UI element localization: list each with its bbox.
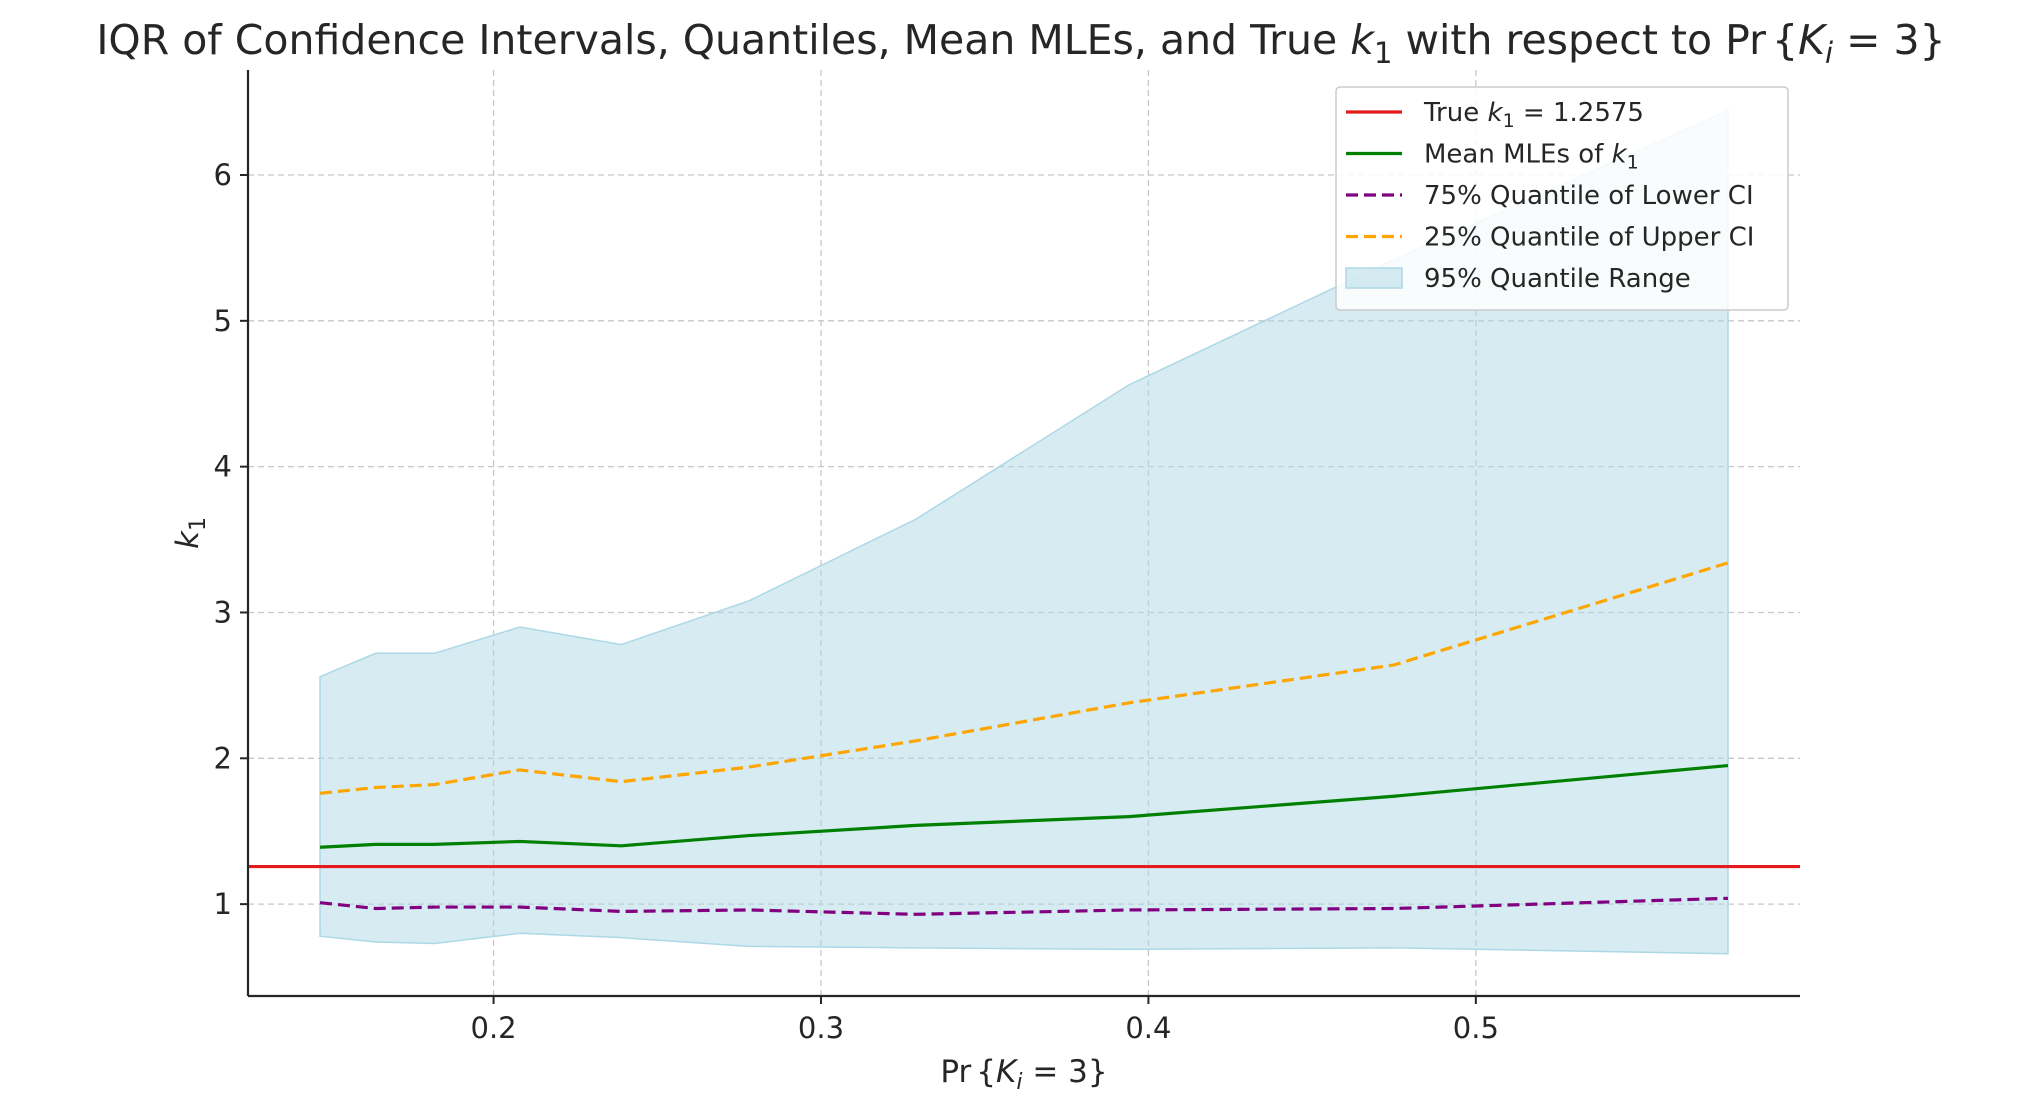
series-layer (248, 561, 1800, 916)
x-axis-label: Pr {Ki = 3} (940, 1054, 1107, 1095)
mean-mle-line (319, 764, 1729, 849)
upper-ci-q25-line (319, 561, 1729, 795)
y-tick-label: 2 (214, 741, 232, 775)
legend-box (1335, 86, 1789, 311)
text-layer: IQR of Confidence Intervals, Quantiles, … (96, 16, 1945, 1095)
chart-title: IQR of Confidence Intervals, Quantiles, … (96, 16, 1945, 70)
legend-swatch-band (1345, 267, 1403, 289)
axes-layer: 0.2 0.3 0.4 0.5 1 2 3 4 5 6 (214, 70, 1800, 1045)
legend-layer: True k1 = 1.2575 Mean MLEs of k1 75% Quant… (1335, 86, 1789, 311)
x-tick-label: 0.4 (1125, 1011, 1171, 1045)
band-layer (319, 109, 1729, 955)
x-tick-label: 0.2 (471, 1011, 517, 1045)
lower-ci-q75-line (319, 896, 1729, 916)
legend-label: 25% Quantile of Upper CI (1424, 223, 1754, 253)
y-tick-label: 6 (214, 158, 232, 192)
y-tick-label: 5 (214, 304, 232, 338)
legend-label: 75% Quantile of Lower CI (1424, 181, 1754, 211)
y-tick-label: 3 (214, 595, 232, 629)
y-tick-label: 4 (214, 450, 232, 484)
legend-label: Mean MLEs of k1 (1424, 140, 1639, 174)
legend-label: True k1 = 1.2575 (1423, 98, 1644, 132)
x-tick-label: 0.5 (1453, 1011, 1499, 1045)
quantile-band (319, 109, 1729, 955)
y-axis-label: k1 (170, 517, 211, 549)
y-tick-label: 1 (214, 887, 232, 921)
x-tick-label: 0.3 (798, 1011, 844, 1045)
legend-label: 95% Quantile Range (1424, 264, 1691, 294)
